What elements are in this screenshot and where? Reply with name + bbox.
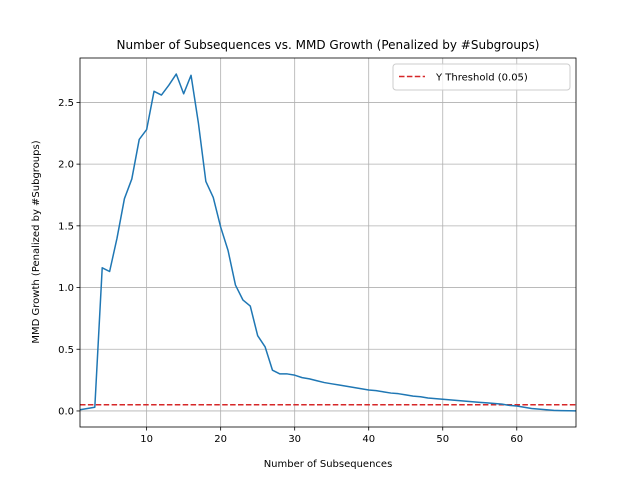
plot-area (80, 58, 576, 427)
plot-frame (79, 57, 577, 428)
legend-threshold-label: Y Threshold (0.05) (435, 73, 528, 84)
x-tick-label: 40 (362, 434, 375, 445)
x-tick-label: 60 (510, 434, 523, 445)
x-tick-label: 10 (140, 434, 153, 445)
legend-box (392, 63, 571, 91)
series-layer (79, 73, 577, 412)
grid (80, 58, 576, 427)
legend: Y Threshold (0.05) (392, 63, 571, 91)
y-tick-label: 0.5 (58, 345, 74, 356)
x-tick-label: 20 (214, 434, 227, 445)
x-axis-label: Number of Subsequences (264, 459, 393, 470)
x-tick-label: 50 (436, 434, 449, 445)
y-axis-ticks: 0.0 0.5 1.0 1.5 2.0 2.5 (58, 98, 80, 417)
y-tick-label: 2.0 (58, 160, 74, 171)
y-tick-label: 1.5 (58, 221, 74, 232)
y-tick-label: 2.5 (58, 98, 74, 109)
x-tick-label: 30 (288, 434, 301, 445)
y-axis-label: MMD Growth (Penalized by #Subgroups) (31, 140, 42, 343)
chart-title: Number of Subsequences vs. MMD Growth (P… (117, 38, 540, 52)
y-tick-label: 1.0 (58, 283, 74, 294)
x-axis-ticks: 10 20 30 40 50 60 (140, 427, 523, 445)
series-line (79, 73, 577, 412)
y-tick-label: 0.0 (58, 406, 74, 417)
